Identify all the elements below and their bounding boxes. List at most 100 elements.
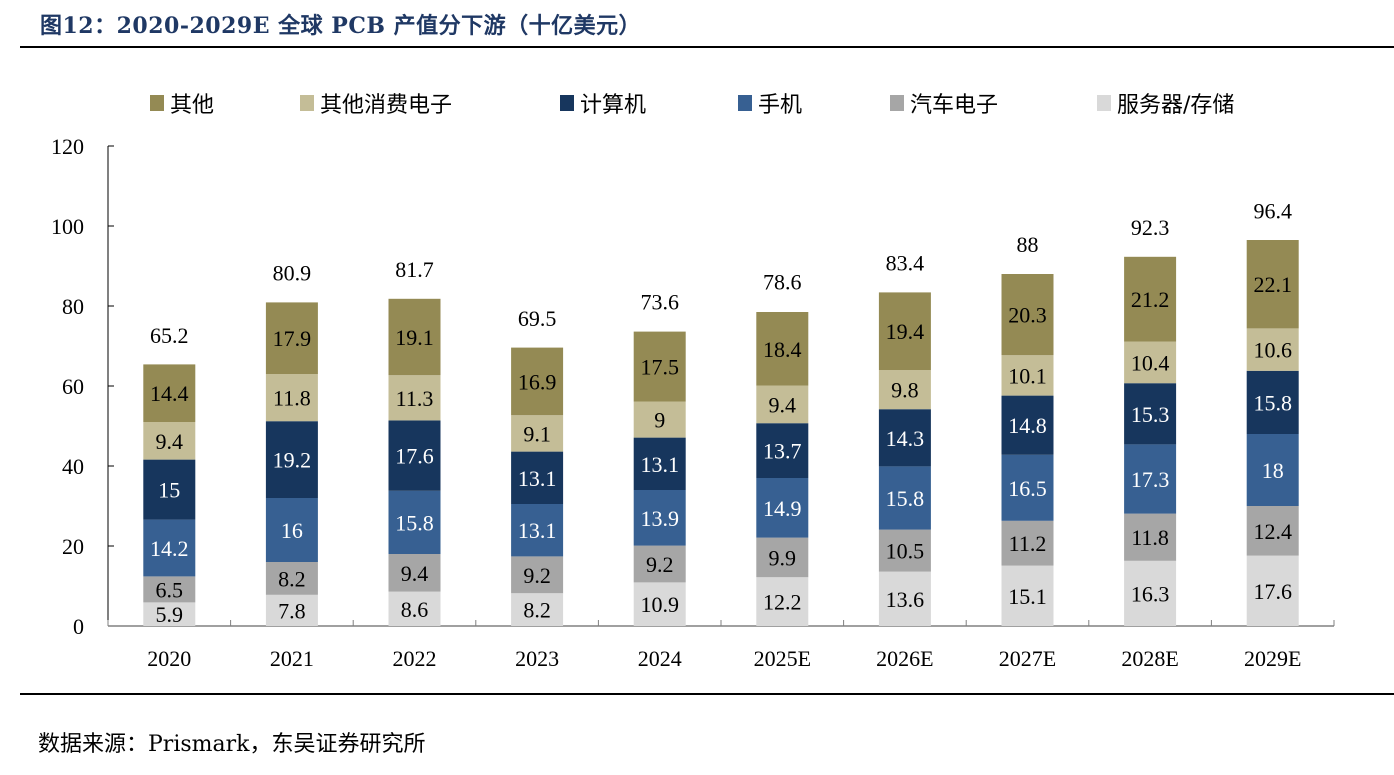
data-label: 15.1 — [1008, 584, 1047, 609]
legend-item: 其他消费电子 — [300, 93, 452, 118]
figure-title: 图12：2020-2029E 全球 PCB 产值分下游（十亿美元） — [40, 13, 642, 39]
data-label: 14.8 — [1008, 413, 1047, 438]
legend-swatch — [738, 95, 752, 111]
data-label: 19.2 — [273, 448, 312, 473]
data-label: 15 — [158, 478, 180, 503]
legend-item: 服务器/存储 — [1097, 93, 1234, 118]
bar-segment — [633, 331, 686, 402]
legend-item: 手机 — [738, 93, 802, 118]
data-label: 15.8 — [1253, 390, 1292, 415]
bar-segment — [388, 420, 441, 491]
bar-segment — [143, 364, 196, 422]
bar-segment — [633, 401, 686, 438]
bar-segment — [265, 498, 318, 562]
bar-stack-2025E: 12.2 9.9 14.9 13.7 9.4 18.4 — [756, 312, 809, 626]
data-label: 19.4 — [886, 319, 925, 344]
bar-segment — [511, 451, 564, 504]
bar-segment — [1001, 395, 1054, 455]
bar-segment — [756, 423, 809, 478]
data-label: 6.5 — [156, 577, 184, 602]
bar-segment — [1246, 240, 1299, 329]
data-label: 10.5 — [886, 539, 925, 564]
bar-segment — [633, 582, 686, 626]
legend-label: 手机 — [758, 93, 802, 118]
bar-segment — [1246, 370, 1299, 434]
bar-segment — [388, 298, 441, 376]
bar-segment — [878, 409, 931, 467]
data-label: 7.8 — [278, 598, 306, 623]
bar-segment — [511, 415, 564, 452]
y-tick-label: 60 — [62, 374, 84, 399]
bar-segment — [1124, 444, 1177, 514]
y-tick-label: 0 — [73, 614, 84, 639]
data-label: 9.4 — [769, 392, 797, 417]
data-label: 9.1 — [523, 421, 551, 446]
bar-segment — [633, 437, 686, 490]
data-label: 20.3 — [1008, 303, 1047, 328]
y-tick-label: 40 — [62, 454, 84, 479]
x-tick-label: 2020 — [147, 646, 191, 671]
total-label: 96.4 — [1253, 198, 1292, 223]
x-tick-label: 2026E — [876, 646, 933, 671]
y-axis: 0 20 40 60 80 100 120 — [51, 134, 114, 639]
data-label: 15.8 — [395, 510, 434, 535]
bar-segment — [143, 576, 196, 603]
total-label: 73.6 — [640, 290, 679, 315]
bar-segment — [511, 347, 564, 416]
data-label: 12.4 — [1253, 519, 1292, 544]
data-label: 13.6 — [886, 587, 925, 612]
top-rule — [20, 46, 1394, 48]
data-label: 9.8 — [891, 378, 919, 403]
total-label: 92.3 — [1131, 215, 1170, 240]
data-label: 10.4 — [1131, 350, 1170, 375]
data-label: 13.9 — [640, 506, 679, 531]
x-tick-label: 2023 — [515, 646, 559, 671]
total-label: 88 — [1017, 232, 1039, 257]
data-label: 14.3 — [886, 426, 925, 451]
bar-segment — [388, 591, 441, 626]
data-label: 13.1 — [640, 452, 679, 477]
bar-segment — [1246, 506, 1299, 556]
data-label: 17.6 — [395, 444, 434, 469]
bar-stack-2022: 8.6 9.4 15.8 17.6 11.3 19.1 — [388, 298, 441, 626]
bar-segment — [265, 594, 318, 626]
data-label: 13.1 — [518, 518, 557, 543]
total-label: 83.4 — [886, 250, 925, 275]
data-label: 8.6 — [401, 597, 429, 622]
data-label: 11.8 — [1131, 525, 1169, 550]
bar-segment — [1124, 383, 1177, 445]
x-tick-label: 2024 — [638, 646, 682, 671]
x-tick-label: 2022 — [393, 646, 437, 671]
data-label: 15.3 — [1131, 402, 1170, 427]
data-label: 14.9 — [763, 496, 802, 521]
y-tick-label: 120 — [51, 134, 84, 159]
data-label: 11.2 — [1009, 531, 1047, 556]
data-label: 15.8 — [886, 486, 925, 511]
bar-segment — [265, 562, 318, 595]
legend-item: 汽车电子 — [890, 93, 998, 118]
legend-label: 其他 — [170, 93, 214, 118]
bar-segment — [1246, 555, 1299, 626]
bar-segment — [633, 490, 686, 546]
bar-segment — [1001, 454, 1054, 521]
data-label: 10.1 — [1008, 363, 1047, 388]
legend-swatch — [560, 95, 574, 111]
bar-segment — [1246, 328, 1299, 371]
bar-segment — [511, 556, 564, 594]
data-label: 9.4 — [401, 561, 429, 586]
legend-swatch — [1097, 95, 1111, 111]
bar-segment — [1246, 434, 1299, 506]
data-label: 21.2 — [1131, 287, 1170, 312]
total-label: 81.7 — [395, 257, 434, 282]
bar-segment — [878, 466, 931, 530]
bar-segment — [756, 478, 809, 538]
data-label: 17.9 — [273, 326, 312, 351]
y-tick-label: 100 — [51, 214, 84, 239]
data-label: 17.3 — [1131, 467, 1170, 492]
bar-segment — [143, 422, 196, 460]
data-label: 16.3 — [1131, 581, 1170, 606]
bar-segment — [511, 593, 564, 626]
bar-segment — [388, 490, 441, 554]
data-label: 18 — [1262, 458, 1284, 483]
bar-segment — [878, 529, 931, 572]
